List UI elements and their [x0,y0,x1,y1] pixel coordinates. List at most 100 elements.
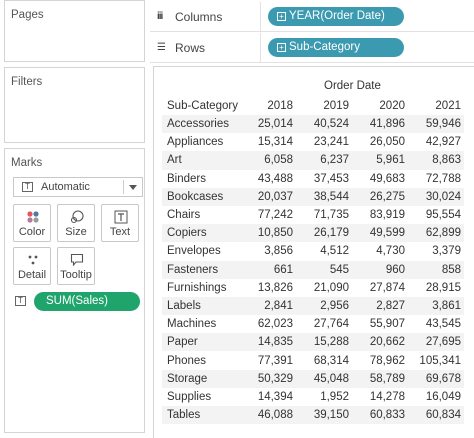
value-cell[interactable]: 49,599 [352,224,408,243]
value-cell[interactable]: 42,927 [425,136,461,149]
value-cell[interactable]: 71,735 [313,209,349,222]
value-cell[interactable]: 5,961 [352,151,408,170]
row-label[interactable]: Accessories [162,115,240,134]
value-cell[interactable]: 4,730 [376,245,405,258]
value-cell[interactable]: 6,058 [240,151,296,170]
value-cell[interactable]: 77,242 [257,209,293,222]
value-cell[interactable]: 26,275 [352,187,408,206]
rows-shelf[interactable]: ☰ Rows + Sub-Category [150,33,474,63]
row-label[interactable]: Copiers [162,224,240,243]
value-cell[interactable]: 69,678 [408,369,464,388]
year-header[interactable]: 2019 [323,100,349,112]
value-cell[interactable]: 46,088 [240,406,296,425]
value-cell[interactable]: 10,850 [240,224,296,243]
value-cell[interactable]: 38,544 [296,187,352,206]
value-cell[interactable]: 30,024 [408,187,464,206]
value-cell[interactable]: 3,861 [408,296,464,316]
value-cell[interactable]: 27,695 [408,333,464,352]
value-cell[interactable]: 83,919 [369,209,405,222]
value-cell[interactable]: 8,863 [408,151,464,170]
pages-card[interactable]: Pages [4,0,145,62]
row-label[interactable]: Envelopes [167,245,221,258]
value-cell[interactable]: 2,841 [240,296,296,316]
value-cell[interactable]: 2,827 [352,296,408,316]
value-cell[interactable]: 60,833 [352,406,408,425]
size-button[interactable]: Size [57,204,95,242]
value-cell[interactable]: 62,899 [408,224,464,243]
value-cell[interactable]: 4,512 [320,245,349,258]
columns-shelf[interactable]: iii Columns + YEAR(Order Date) [150,2,474,32]
value-cell[interactable]: 13,826 [257,281,293,294]
value-cell[interactable]: 26,050 [369,136,405,149]
value-cell[interactable]: 28,915 [425,281,461,294]
row-label[interactable]: Chairs [167,209,201,222]
value-cell[interactable]: 3,379 [432,245,461,258]
year-header[interactable]: 2021 [435,100,461,112]
expand-plus-icon[interactable]: + [277,12,286,21]
tooltip-button[interactable]: Tooltip [57,247,95,285]
value-cell[interactable]: 20,662 [352,333,408,352]
sub-category-pill[interactable]: + Sub-Category [268,38,404,57]
value-cell[interactable]: 545 [296,260,352,279]
value-cell[interactable]: 49,683 [369,172,405,185]
year-header[interactable]: 2018 [267,100,293,112]
filters-card[interactable]: Filters [4,67,145,143]
value-cell[interactable]: 6,237 [296,151,352,170]
value-cell[interactable]: 41,896 [352,115,408,134]
row-label[interactable]: Machines [167,318,217,331]
value-cell[interactable]: 15,288 [296,333,352,352]
row-label[interactable]: Bookcases [162,187,240,206]
row-label[interactable]: Storage [162,369,240,388]
color-button[interactable]: Color [13,204,51,242]
row-label[interactable]: Tables [162,406,240,425]
value-cell[interactable]: 78,962 [369,354,405,367]
value-cell[interactable]: 15,314 [257,136,293,149]
text-button[interactable]: Text [101,204,139,242]
value-cell[interactable]: 2,956 [296,296,352,316]
value-cell[interactable]: 95,554 [425,209,461,222]
detail-button[interactable]: Detail [13,247,51,285]
row-label[interactable]: Phones [167,354,207,367]
value-cell[interactable]: 858 [408,260,464,279]
row-label[interactable]: Binders [167,172,206,185]
value-cell[interactable]: 14,835 [240,333,296,352]
mark-type-dropdown[interactable]: T Automatic [13,177,143,197]
row-label[interactable]: Appliances [167,136,224,149]
value-cell[interactable]: 37,453 [313,172,349,185]
value-cell[interactable]: 77,391 [257,354,293,367]
row-label[interactable]: Supplies [167,390,212,403]
value-cell[interactable]: 68,314 [313,354,349,367]
value-cell[interactable]: 39,150 [296,406,352,425]
value-cell[interactable]: 960 [352,260,408,279]
value-cell[interactable]: 45,048 [296,369,352,388]
value-cell[interactable]: 43,488 [257,172,293,185]
value-cell[interactable]: 3,856 [264,245,293,258]
row-label[interactable]: Paper [162,333,240,352]
value-cell[interactable]: 105,341 [419,354,461,367]
value-cell[interactable]: 26,179 [296,224,352,243]
value-cell[interactable]: 1,952 [320,390,349,403]
value-cell[interactable]: 43,545 [425,318,461,331]
value-cell[interactable]: 21,090 [313,281,349,294]
row-label[interactable]: Art [162,151,240,170]
row-label[interactable]: Fasteners [162,260,240,279]
value-cell[interactable]: 40,524 [296,115,352,134]
value-cell[interactable]: 58,789 [352,369,408,388]
text-encoding-icon[interactable]: T [15,296,26,306]
expand-plus-icon[interactable]: + [277,43,286,52]
value-cell[interactable]: 27,874 [369,281,405,294]
value-cell[interactable]: 50,329 [240,369,296,388]
value-cell[interactable]: 72,788 [425,172,461,185]
value-cell[interactable]: 59,946 [408,115,464,134]
value-cell[interactable]: 16,049 [425,390,461,403]
chevron-down-icon[interactable] [129,185,137,190]
sum-sales-pill[interactable]: SUM(Sales) [34,292,140,311]
row-label[interactable]: Furnishings [167,281,227,294]
row-label[interactable]: Labels [162,296,240,316]
value-cell[interactable]: 25,014 [240,115,296,134]
value-cell[interactable]: 62,023 [257,318,293,331]
year-header[interactable]: 2020 [379,100,405,112]
value-cell[interactable]: 23,241 [313,136,349,149]
value-cell[interactable]: 14,278 [369,390,405,403]
value-cell[interactable]: 27,764 [313,318,349,331]
